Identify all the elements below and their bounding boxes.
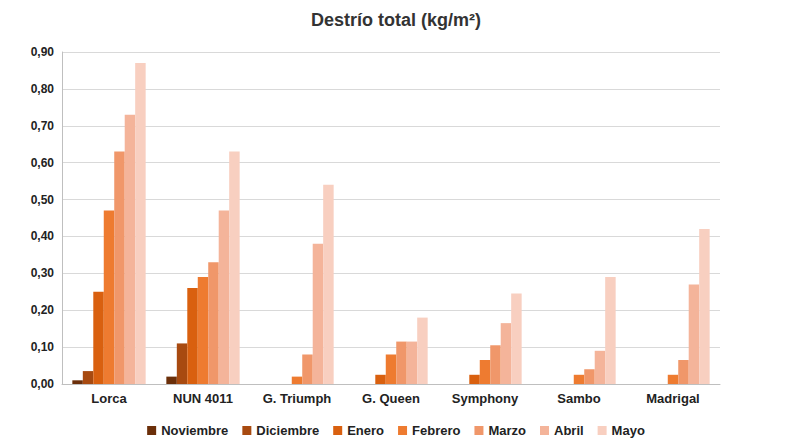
- svg-text:Lorca: Lorca: [91, 391, 127, 406]
- svg-text:0,50: 0,50: [31, 193, 55, 207]
- svg-text:Mayo: Mayo: [612, 423, 645, 438]
- svg-text:Symphony: Symphony: [452, 391, 519, 406]
- svg-text:Diciembre: Diciembre: [256, 423, 319, 438]
- svg-text:Destrío total (kg/m²): Destrío total (kg/m²): [311, 10, 481, 30]
- svg-text:Marzo: Marzo: [488, 423, 526, 438]
- svg-text:Febrero: Febrero: [412, 423, 460, 438]
- svg-text:Enero: Enero: [347, 423, 384, 438]
- svg-text:Noviembre: Noviembre: [161, 423, 228, 438]
- svg-text:0,40: 0,40: [31, 229, 55, 243]
- svg-text:Abril: Abril: [554, 423, 584, 438]
- svg-text:Madrigal: Madrigal: [646, 391, 699, 406]
- svg-text:0,20: 0,20: [31, 303, 55, 317]
- svg-text:Sambo: Sambo: [557, 391, 600, 406]
- svg-text:0,00: 0,00: [31, 377, 55, 391]
- svg-text:0,10: 0,10: [31, 340, 55, 354]
- svg-text:0,60: 0,60: [31, 156, 55, 170]
- svg-text:0,70: 0,70: [31, 119, 55, 133]
- svg-text:0,90: 0,90: [31, 45, 55, 59]
- svg-text:G. Queen: G. Queen: [362, 391, 420, 406]
- svg-text:NUN 4011: NUN 4011: [173, 391, 233, 406]
- svg-text:G. Triumph: G. Triumph: [263, 391, 332, 406]
- svg-text:0,30: 0,30: [31, 266, 55, 280]
- svg-text:0,80: 0,80: [31, 82, 55, 96]
